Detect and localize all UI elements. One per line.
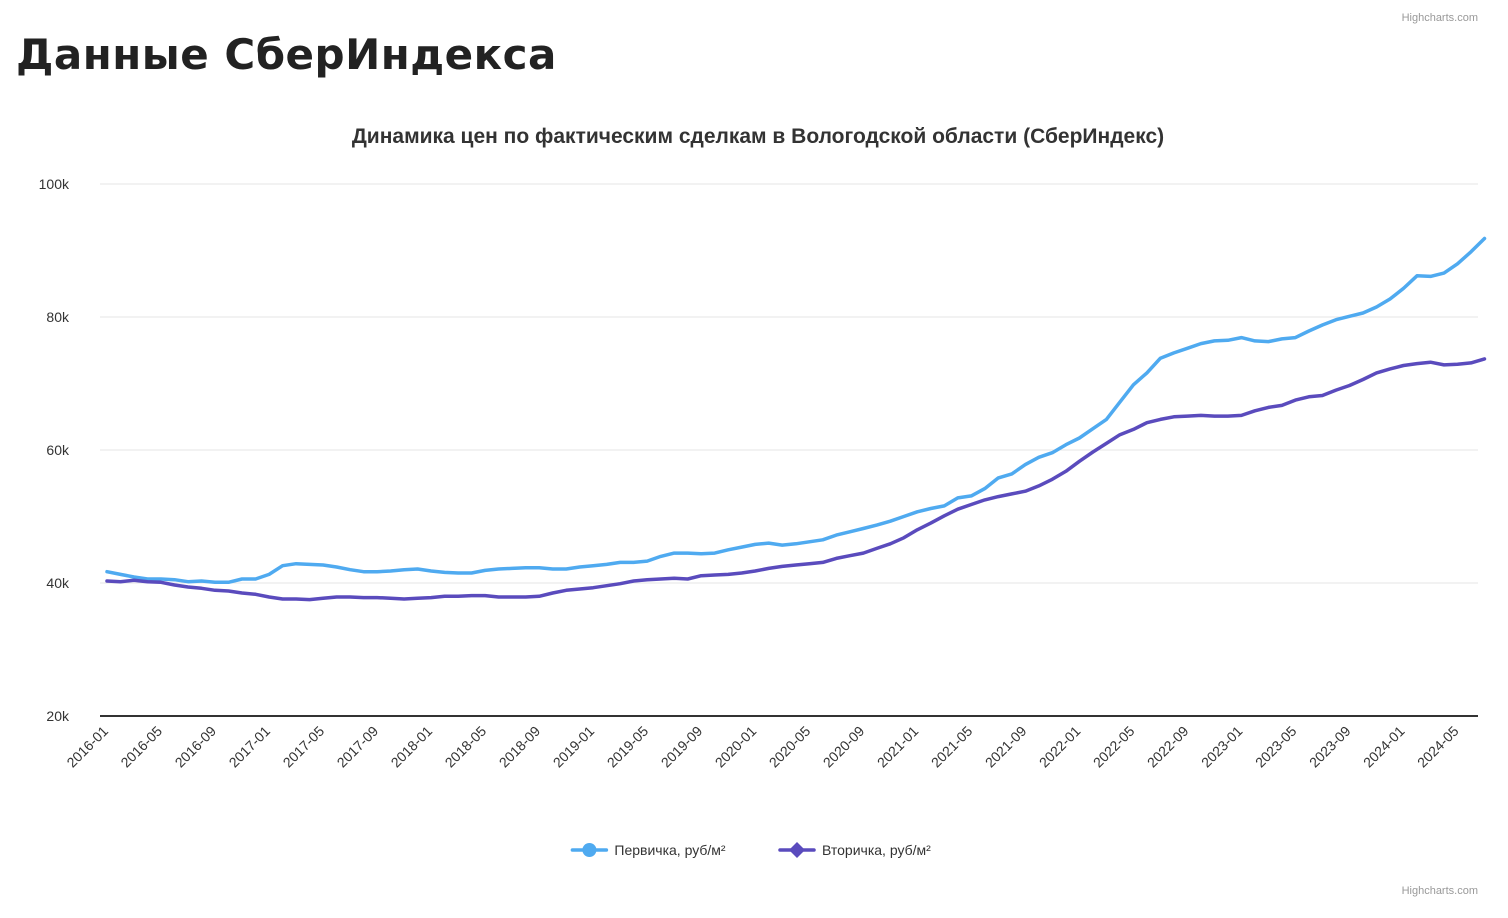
x-tick-label: 2022-09 [1144,723,1192,771]
x-tick-label: 2024-05 [1414,723,1462,771]
legend-diamond-marker-icon [789,842,805,858]
legend-label: Первичка, руб/м² [614,842,726,858]
x-tick-label: 2017-09 [334,723,382,771]
x-tick-label: 2020-09 [820,723,868,771]
x-tick-label: 2022-01 [1036,723,1084,771]
page-title: Данные СберИндекса [16,30,557,79]
x-tick-label: 2019-09 [658,723,706,771]
y-tick-label: 40k [46,575,70,591]
legend-item-1[interactable]: Первичка, руб/м² [570,842,726,858]
y-tick-label: 60k [46,442,70,458]
credits-link-bottom[interactable]: Highcharts.com [1401,885,1478,897]
series-lines [105,236,1487,602]
x-tick-label: 2022-05 [1090,723,1138,771]
x-tick-label: 2019-05 [604,723,652,771]
x-tick-label: 2024-01 [1360,723,1408,771]
y-tick-label: 80k [46,309,70,325]
x-tick-label: 2017-01 [226,723,274,771]
x-tick-label: 2017-05 [280,723,328,771]
x-tick-label: 2020-01 [712,723,760,771]
y-tick-label: 100k [39,176,70,192]
x-tick-label: 2023-01 [1198,723,1246,771]
x-tick-label: 2023-05 [1252,723,1300,771]
series-line-2 [105,357,1487,602]
legend-item-2[interactable]: Вторичка, руб/м² [778,842,931,858]
x-tick-label: 2016-05 [117,723,165,771]
x-tick-label: 2021-05 [928,723,976,771]
x-tick-label: 2023-09 [1306,723,1354,771]
x-tick-label: 2016-09 [172,723,220,771]
series-line-1 [105,236,1487,585]
x-axis-ticks: 2016-01 2016-05 2016-09 2017-01 2017-05 2017-… [63,723,1461,771]
x-tick-label: 2019-01 [550,723,598,771]
x-tick-label: 2018-05 [442,723,490,771]
x-tick-label: 2018-01 [388,723,436,771]
legend[interactable]: Первичка, руб/м² Вторичка, руб/м² [570,842,931,858]
x-tick-label: 2021-09 [982,723,1030,771]
x-tick-label: 2020-05 [766,723,814,771]
legend-label: Вторичка, руб/м² [822,842,931,858]
x-tick-label: 2018-09 [496,723,544,771]
y-tick-label: 20k [46,708,70,724]
legend-circle-marker-icon [582,843,597,857]
grid-lines [100,183,1478,717]
y-axis-ticks: 20k 40k 60k 80k 100k [39,176,70,724]
credits-link-top[interactable]: Highcharts.com [1401,12,1478,24]
chart-title: Динамика цен по фактическим сделкам в Во… [352,125,1164,148]
x-tick-label: 2016-01 [63,723,111,771]
x-tick-label: 2021-01 [874,723,922,771]
